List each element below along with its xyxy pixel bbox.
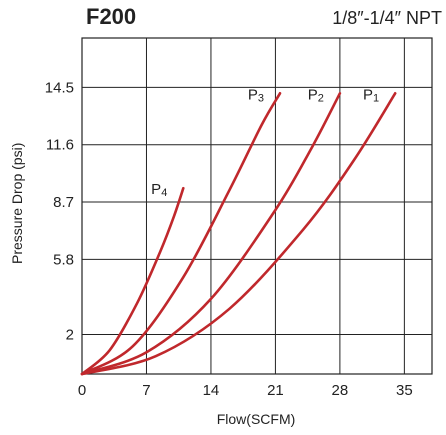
y-tick-label: 2 [66,326,74,343]
series-label-p4: P4 [151,181,167,199]
x-tick-label: 28 [332,382,349,399]
tick-labels: 0 7 14 21 28 35 2 5.8 8.7 11.6 14.5 [45,79,413,399]
series-label-p2: P2 [308,86,324,104]
series-line-p1 [80,92,397,376]
y-tick-label: 14.5 [45,79,74,96]
chart-subtitle: 1/8″-1/4″ NPT [332,8,442,28]
series-line-p4 [80,186,185,376]
series-label-p3: P3 [248,86,264,104]
x-axis-label: Flow(SCFM) [216,411,296,427]
y-tick-label: 5.8 [53,251,74,268]
series-line-p3 [80,92,282,376]
chart-title: F200 [86,4,137,29]
grid [81,37,433,375]
series-line-p2 [80,92,342,376]
y-tick-label: 8.7 [53,194,74,211]
y-tick-label: 11.6 [46,137,74,154]
x-tick-label: 0 [78,382,86,399]
plot-frame [81,37,433,375]
x-tick-label: 7 [142,382,150,399]
x-tick-label: 14 [203,382,220,399]
series-lines [80,92,397,376]
x-tick-label: 35 [396,382,413,399]
series-labels: P1 P2 P3 P4 [151,86,379,199]
x-tick-label: 21 [267,382,284,399]
series-label-p1: P1 [363,86,379,104]
